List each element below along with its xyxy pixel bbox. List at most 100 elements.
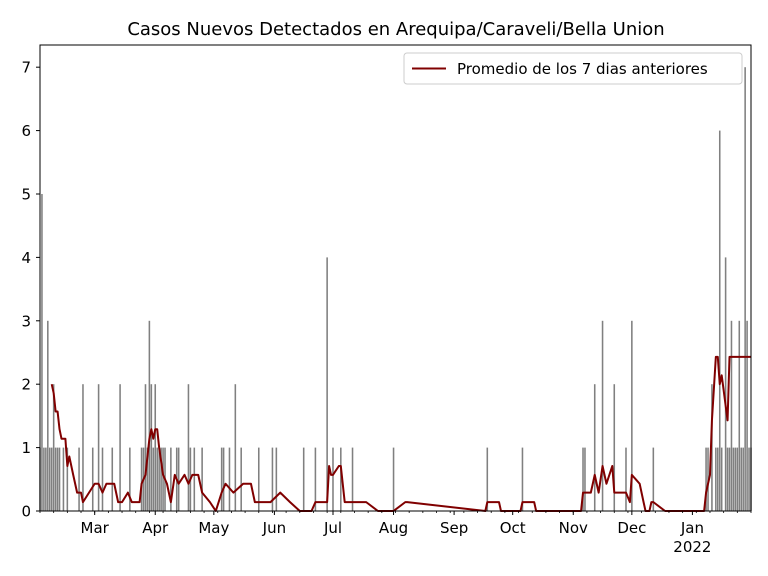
bar: [43, 447, 45, 511]
y-tick-label: 2: [21, 376, 31, 394]
bar: [82, 384, 84, 511]
bar: [582, 447, 584, 511]
chart-title: Casos Nuevos Detectados en Arequipa/Cara…: [127, 19, 664, 40]
bar: [705, 447, 707, 511]
bar: [160, 447, 162, 511]
bar: [720, 447, 723, 511]
bar: [156, 447, 158, 511]
bar: [736, 447, 739, 511]
bar: [314, 447, 317, 511]
bar: [326, 257, 328, 511]
bar: [62, 447, 65, 511]
bar: [170, 447, 172, 511]
bar: [52, 384, 55, 511]
bar: [726, 447, 729, 511]
bar: [521, 447, 524, 511]
x-tick-label: Jul: [323, 519, 342, 537]
bar: [740, 447, 743, 511]
bar-series: [39, 67, 752, 512]
bar: [220, 447, 223, 511]
bar: [744, 67, 746, 511]
bar: [351, 447, 354, 511]
legend: Promedio de los 7 dias anteriores: [403, 52, 743, 85]
bar: [728, 447, 731, 511]
bar: [715, 447, 717, 511]
bar: [593, 384, 596, 511]
x-tick-label: Aug: [379, 519, 408, 537]
bar: [154, 384, 157, 511]
bar: [392, 447, 395, 511]
bar: [340, 447, 342, 511]
bar: [738, 320, 741, 511]
bar: [717, 447, 719, 511]
y-tick-label: 3: [21, 312, 31, 330]
x-tick-label: Mar: [81, 519, 110, 537]
bar: [119, 384, 121, 511]
bar: [54, 447, 57, 511]
bar: [718, 130, 721, 511]
bar: [234, 384, 237, 511]
bar: [486, 447, 489, 511]
bar: [631, 320, 633, 511]
bar: [746, 320, 748, 511]
bar: [91, 447, 94, 511]
bar: [146, 447, 149, 511]
bar: [271, 447, 274, 511]
x-tick-label: Nov: [559, 519, 588, 537]
y-tick-label: 7: [21, 59, 31, 77]
y-tick-label: 4: [21, 249, 31, 267]
bar: [56, 447, 59, 511]
bar: [302, 447, 305, 511]
x-tick-label: Oct: [500, 519, 526, 537]
bar: [129, 447, 131, 511]
bar: [240, 447, 242, 511]
bar: [50, 447, 53, 511]
y-tick-label: 1: [21, 439, 31, 457]
bar: [613, 384, 616, 511]
bar: [625, 447, 627, 511]
bar: [47, 320, 49, 511]
bar: [652, 447, 655, 511]
x-tick-label: May: [198, 519, 229, 537]
moving-average-line: [50, 355, 751, 512]
bar: [187, 384, 190, 511]
bar: [111, 447, 114, 511]
bar: [48, 447, 51, 511]
bar: [228, 447, 231, 511]
x-tick-label: Jun: [262, 519, 286, 537]
bar: [41, 193, 43, 512]
y-tick-label: 6: [21, 122, 31, 140]
bar: [150, 384, 153, 511]
x-tick-label: Apr: [142, 519, 169, 537]
bar: [144, 384, 147, 511]
bar: [162, 447, 164, 511]
y-tick-label: 0: [21, 503, 31, 521]
bar: [601, 320, 604, 511]
bar: [45, 447, 47, 511]
bar: [152, 447, 155, 511]
bar: [158, 447, 160, 511]
x-tick-label: Jan 2022: [673, 519, 711, 556]
bar: [222, 447, 225, 511]
bar: [101, 447, 104, 511]
bar: [177, 447, 180, 511]
bar: [78, 447, 80, 511]
bar: [140, 447, 143, 511]
bar: [724, 257, 727, 511]
bar: [332, 447, 334, 511]
bar: [193, 447, 196, 511]
bar: [201, 447, 203, 511]
bar: [730, 320, 733, 511]
line-series: [50, 355, 751, 512]
bar: [66, 447, 69, 511]
bar: [748, 447, 750, 511]
legend-box: [403, 52, 743, 85]
legend-label: Promedio de los 7 dias anteriores: [457, 60, 708, 78]
bar: [275, 447, 278, 511]
bar: [97, 384, 100, 511]
y-tick-label: 5: [21, 185, 31, 203]
bar: [734, 447, 737, 511]
bar: [742, 447, 744, 511]
